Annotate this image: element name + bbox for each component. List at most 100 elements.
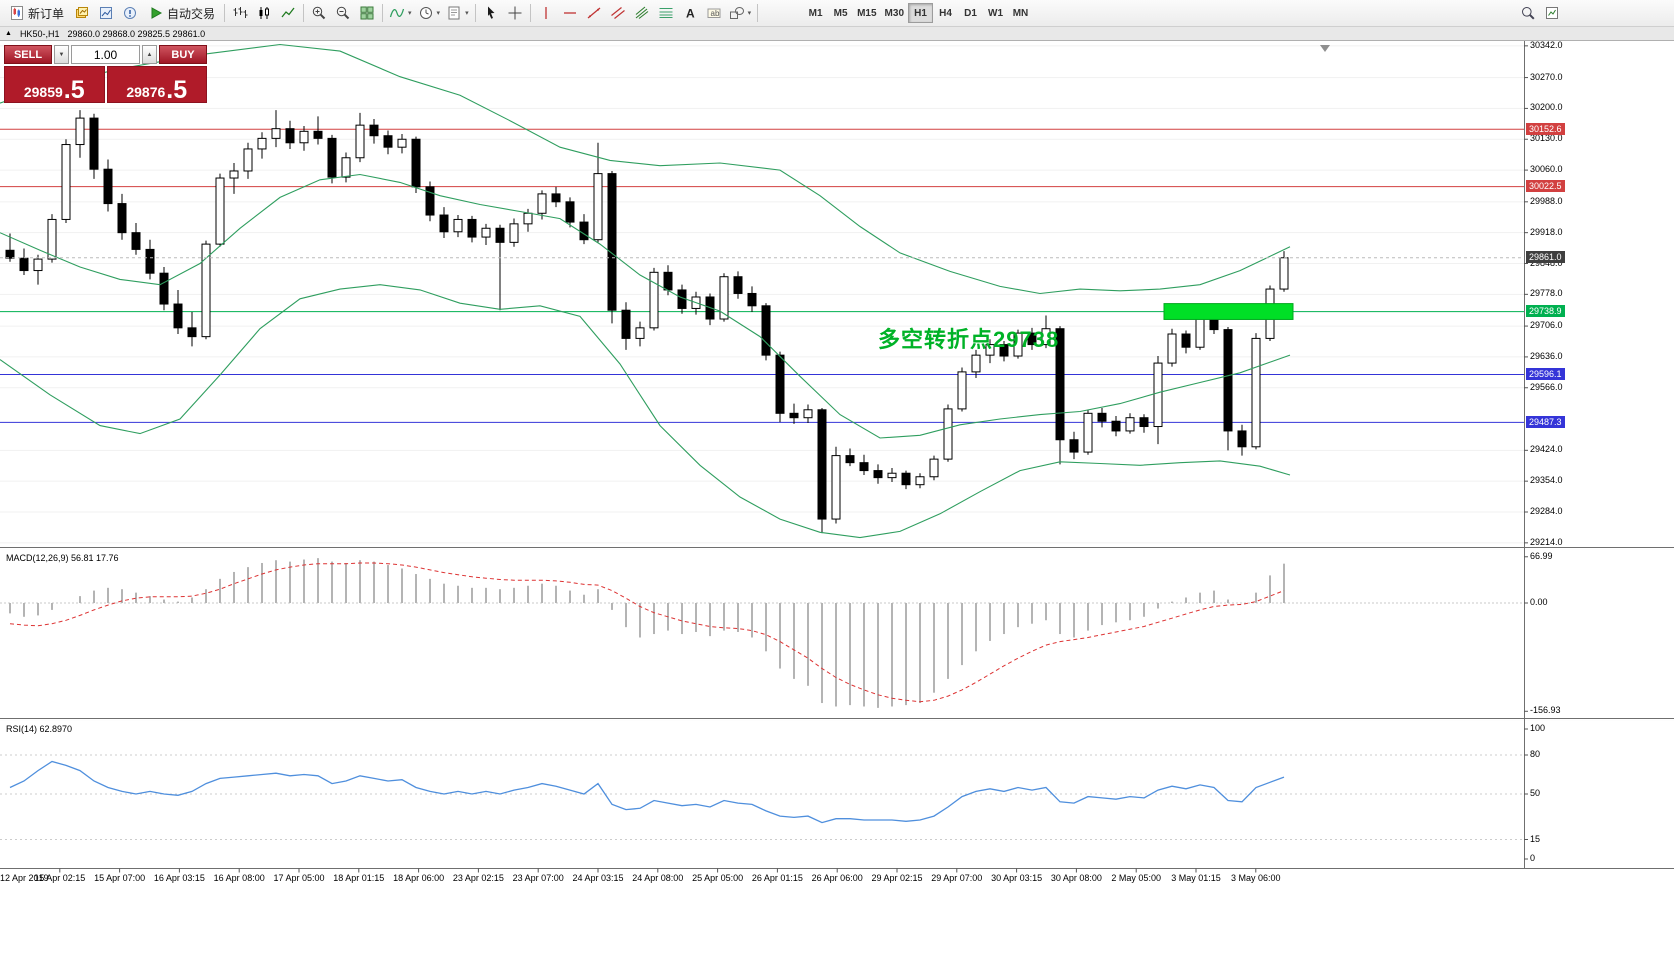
bar-chart-button[interactable]	[228, 2, 252, 24]
clock-icon	[419, 7, 432, 19]
chart-title-bar: ▲ HK50-,H1 29860.0 29868.0 29825.5 29861…	[0, 27, 1674, 41]
play-green-icon	[151, 7, 163, 19]
sell-price-frac: .5	[63, 76, 85, 104]
cursor-button[interactable]	[479, 2, 503, 24]
horizontal-lines[interactable]	[0, 128, 1524, 423]
highlight-rectangle[interactable]	[1163, 303, 1294, 320]
buy-button[interactable]: BUY	[159, 45, 207, 64]
text-button[interactable]: A	[678, 2, 702, 24]
data-window-icon	[124, 7, 137, 19]
market-watch-button[interactable]	[94, 2, 118, 24]
trendline-button[interactable]	[582, 2, 606, 24]
equidistant-channel-button[interactable]	[606, 2, 630, 24]
volume-input[interactable]: 1.00	[71, 45, 140, 64]
timeframe-m5[interactable]: M5	[833, 7, 848, 19]
indicator-icon	[389, 8, 405, 18]
charts-button[interactable]	[70, 2, 94, 24]
new-order-icon	[11, 6, 23, 20]
buy-price-main: 29876	[126, 83, 166, 100]
chart-annotation-text[interactable]: 多空转折点29738	[878, 327, 1060, 352]
toolbar-separator	[474, 4, 476, 22]
crosshair-icon	[508, 6, 522, 20]
channel-icon	[610, 7, 625, 19]
crosshair-button[interactable]	[503, 2, 527, 24]
timeframe-w1[interactable]: W1	[988, 7, 1003, 19]
textA-icon: A	[686, 7, 695, 21]
volume-increase-button[interactable]: ▲	[142, 45, 157, 64]
buy-price-display[interactable]: 29876 .5	[106, 66, 207, 104]
zoom-out-icon	[336, 6, 350, 20]
indicators-button[interactable]: ▾	[386, 2, 415, 24]
rsi-indicator-label: RSI(14) 62.8970	[6, 724, 73, 734]
periods-button[interactable]: ▾	[415, 2, 444, 24]
rsi-panel	[0, 754, 1524, 840]
one-click-trading-panel: SELL ▼ 1.00 ▲ BUY 29859 .5 29876 .5	[4, 45, 207, 103]
pitchfork-icon	[635, 6, 648, 19]
text-label-button[interactable]: ab	[702, 2, 726, 24]
vline-icon	[544, 7, 547, 19]
search-icon	[1522, 7, 1535, 20]
label-tool-icon: ab	[707, 8, 721, 18]
fibonacci-button[interactable]	[654, 2, 678, 24]
bollinger-bands	[0, 43, 1291, 539]
toolbar-separator	[529, 4, 531, 22]
candles-icon	[259, 7, 270, 19]
new-chart-button[interactable]	[1540, 2, 1564, 24]
shapes-button[interactable]: ▾	[726, 2, 755, 24]
collapse-triangle-icon[interactable]: ▲	[5, 30, 12, 37]
panel-dividers	[0, 41, 1674, 873]
toolbar-separator	[757, 4, 759, 22]
horizontal-line-button[interactable]	[558, 2, 582, 24]
chart-shift-marker[interactable]	[1320, 45, 1330, 52]
candlestick-chart-button[interactable]	[252, 2, 276, 24]
zoom-in-button[interactable]	[307, 2, 331, 24]
chart-ohlc-values: 29860.0 29868.0 29825.5 29861.0	[67, 28, 206, 39]
timeframe-m30[interactable]: M30	[884, 7, 904, 19]
grid-green-icon	[360, 6, 374, 20]
zoom-out-button[interactable]	[331, 2, 355, 24]
line-chart-button[interactable]	[276, 2, 300, 24]
vertical-line-button[interactable]	[534, 2, 558, 24]
search-button[interactable]	[1516, 2, 1540, 24]
new-order-button[interactable]: 新订单	[3, 2, 70, 24]
timeframe-h1[interactable]: H1	[908, 3, 933, 23]
line-chart-icon	[281, 7, 295, 18]
andrews-pitchfork-button[interactable]	[630, 2, 654, 24]
market-watch-icon	[100, 7, 113, 19]
macd-indicator-label: MACD(12,26,9) 56.81 17.76	[6, 553, 119, 563]
auto-trading-button[interactable]: 自动交易	[142, 2, 221, 24]
hline-icon	[563, 12, 576, 14]
timeframe-mn[interactable]: MN	[1012, 7, 1029, 19]
sell-price-main: 29859	[23, 83, 63, 100]
fibo-icon	[659, 8, 673, 18]
buy-price-frac: .5	[166, 76, 188, 104]
chart-symbol-label: HK50-,H1	[19, 28, 60, 39]
toolbar-right-group	[1516, 2, 1564, 24]
template-icon	[448, 6, 460, 20]
timeframe-h4[interactable]: H4	[939, 7, 952, 19]
zoom-in-icon	[312, 6, 326, 20]
svg-text:A: A	[686, 7, 695, 21]
price-grid	[0, 45, 1524, 544]
cursor-icon	[487, 6, 495, 19]
toolbar-separator	[303, 4, 305, 22]
volume-decrease-button[interactable]: ▼	[54, 45, 69, 64]
timeframe-group: M1 M5 M15 M30 H1 H4 D1 W1 MN	[803, 3, 1033, 23]
timeframe-d1[interactable]: D1	[964, 7, 977, 19]
toolbar-separator	[382, 4, 384, 22]
candles-layer	[5, 110, 1289, 534]
gold-icon	[76, 7, 89, 18]
tile-windows-button[interactable]	[355, 2, 379, 24]
data-window-button[interactable]	[118, 2, 142, 24]
timeframe-m15[interactable]: M15	[857, 7, 877, 19]
new-chart-icon	[1546, 7, 1558, 19]
timeframe-m1[interactable]: M1	[808, 7, 823, 19]
templates-button[interactable]: ▾	[443, 2, 472, 24]
sell-price-display[interactable]: 29859 .5	[4, 66, 105, 103]
bars-icon	[233, 7, 248, 18]
svg-text:ab: ab	[710, 9, 719, 18]
sell-button[interactable]: SELL	[4, 45, 52, 64]
